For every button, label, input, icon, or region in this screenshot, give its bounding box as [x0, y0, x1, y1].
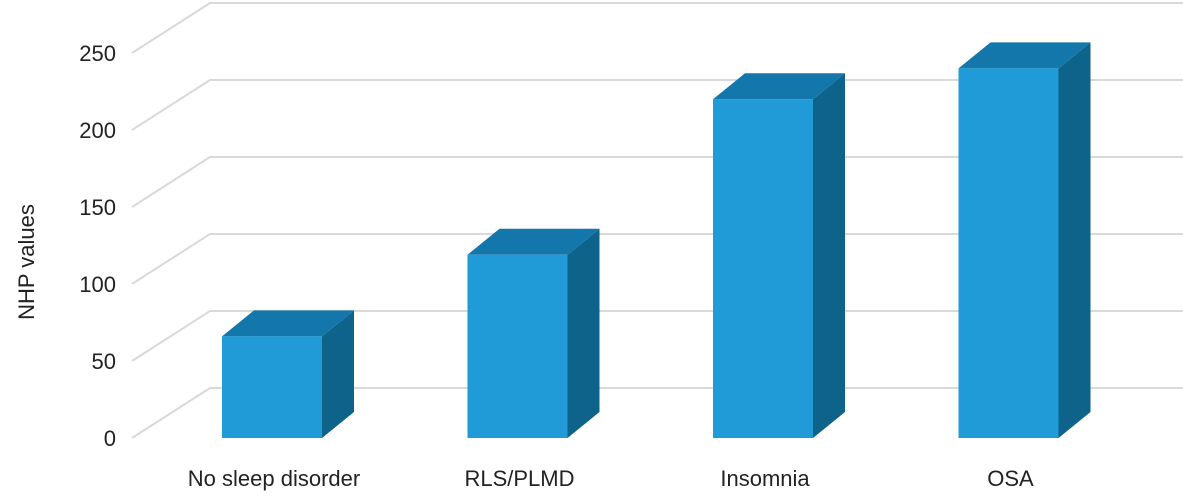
bar-2 — [467, 228, 600, 438]
bars — [222, 42, 1091, 439]
gridline-200 — [131, 79, 1183, 131]
y-tick-label: 150 — [79, 195, 116, 220]
x-category-label: RLS/PLMD — [464, 466, 574, 491]
bar-top-face — [713, 73, 845, 100]
y-tick-label: 200 — [79, 118, 116, 143]
y-tick-label: 250 — [79, 41, 116, 66]
bar-3 — [713, 73, 845, 438]
bar-front-face — [713, 99, 813, 438]
bar-front-face — [222, 336, 322, 438]
y-tick-label: 50 — [92, 349, 116, 374]
gridlines — [131, 1, 1183, 439]
bar-side-face — [322, 310, 354, 438]
bar-top-face — [467, 228, 600, 255]
x-category-label: Insomnia — [720, 466, 810, 491]
bar-front-face — [467, 254, 568, 438]
y-tick-label: 100 — [79, 272, 116, 297]
bar-side-face — [567, 228, 600, 438]
y-axis-ticks: 0 50 100 150 200 250 — [79, 41, 116, 451]
y-axis-title: NHP values — [14, 204, 39, 320]
bar-4 — [958, 42, 1091, 439]
gridline-150 — [131, 156, 1183, 208]
x-category-label: OSA — [987, 466, 1034, 491]
x-axis-labels: No sleep disorder RLS/PLMD Insomnia OSA — [188, 466, 1034, 491]
x-category-label: No sleep disorder — [188, 466, 360, 491]
bar-1 — [222, 310, 354, 438]
bar-side-face — [813, 73, 845, 438]
y-tick-label: 0 — [104, 426, 116, 451]
gridline-50 — [131, 310, 1183, 362]
gridline-100 — [131, 233, 1183, 285]
bar-side-face — [1058, 42, 1091, 439]
bar-front-face — [958, 68, 1059, 439]
gridline-0 — [131, 387, 1183, 439]
gridline-250 — [131, 1, 1183, 54]
bar-top-face — [958, 42, 1091, 69]
bar-top-face — [222, 310, 354, 337]
